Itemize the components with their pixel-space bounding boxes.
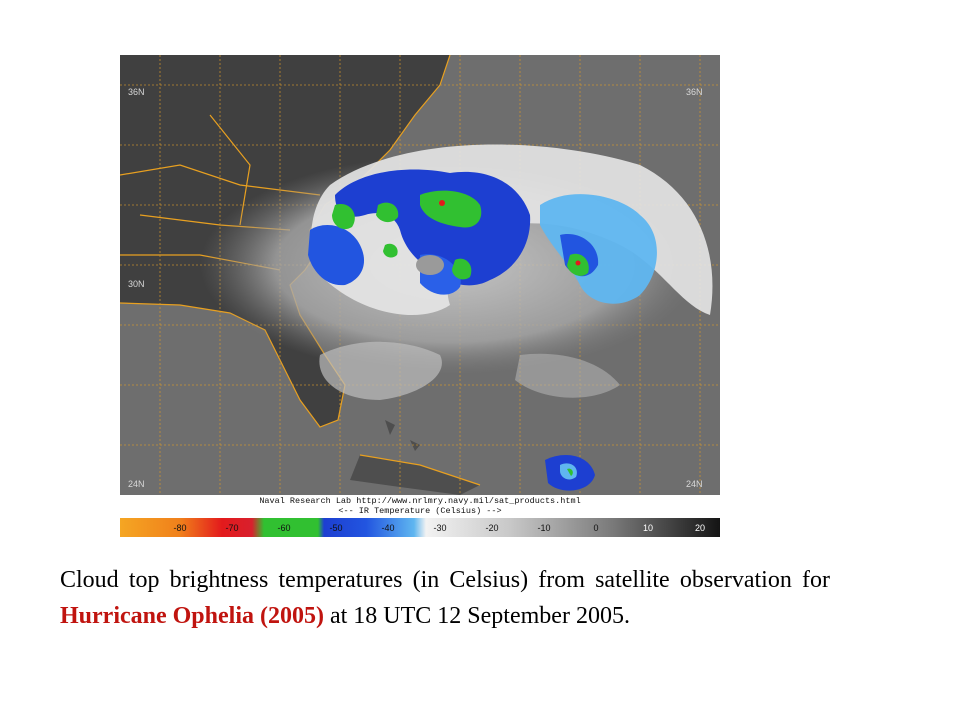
colorbar-ticks: -80 -70 -60 -50 -40 -30 -20 -10 0 10 20 (173, 523, 705, 533)
credit-strip (120, 495, 720, 515)
colorbar-tick-label: 0 (593, 523, 598, 533)
colorbar-tick-label: -80 (173, 523, 186, 533)
caption-text: Cloud top brightness temperatures (in Ce… (60, 567, 830, 593)
colorbar (120, 518, 720, 537)
convective-cell (545, 455, 595, 491)
lat-label-24n-left: 24N (128, 479, 145, 489)
lat-label-24n-right: 24N (686, 479, 703, 489)
caption-text-end: at 18 UTC 12 September 2005. (323, 603, 630, 629)
lat-label-36n-left: 36N (128, 87, 145, 97)
figure-caption: Cloud top brightness temperatures (in Ce… (60, 562, 830, 634)
lat-label-36n-right: 36N (686, 87, 703, 97)
colorbar-tick-label: 20 (695, 523, 705, 533)
islands (350, 420, 480, 495)
credit-text: Naval Research Lab http://www.nrlmry.nav… (259, 496, 580, 506)
colorbar-tick-label: -60 (277, 523, 290, 533)
scale-label: <-- IR Temperature (Celsius) --> (338, 506, 501, 516)
lat-label-30n-left: 30N (128, 279, 145, 289)
lat-labels: 36N 36N 30N 24N 24N (128, 87, 703, 489)
colorbar-tick-label: 10 (643, 523, 653, 533)
hurricane-ophelia-clouds (200, 144, 713, 400)
colorbar-tick-label: -50 (329, 523, 342, 533)
colorbar-tick-label: -20 (485, 523, 498, 533)
caption-highlight: Hurricane Ophelia (2005) (60, 603, 324, 629)
colorbar-tick-label: -10 (537, 523, 550, 533)
colorbar-tick-label: -40 (381, 523, 394, 533)
colorbar-tick-label: -30 (433, 523, 446, 533)
colorbar-tick-label: -70 (225, 523, 238, 533)
satellite-ir-image: 36N 36N 30N 24N 24N Naval Research Lab h… (120, 55, 720, 537)
